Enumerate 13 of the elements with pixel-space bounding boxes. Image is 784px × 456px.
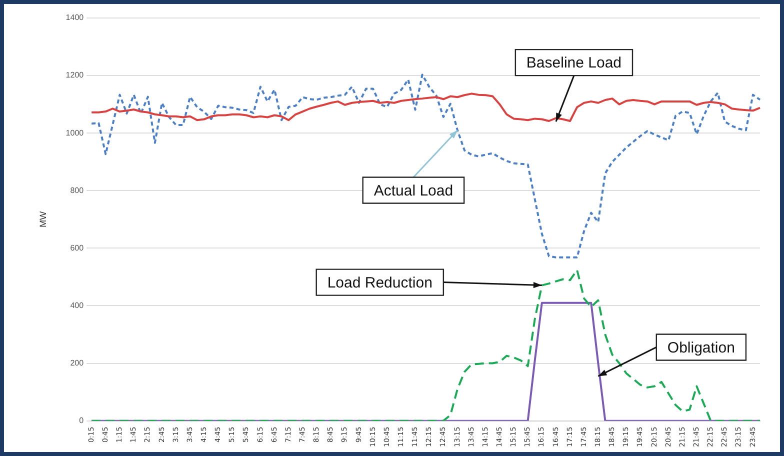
annotation: Load Reduction: [327, 274, 432, 292]
annotation: Baseline Load: [526, 54, 622, 72]
y-tick-label: 1400: [66, 13, 84, 22]
y-axis-title: MW: [38, 210, 48, 228]
y-tick-label: 1200: [66, 70, 84, 80]
annotation: Actual Load: [374, 182, 454, 200]
y-tick-label: 200: [70, 358, 84, 368]
y-tick-label: 600: [70, 243, 84, 252]
y-tick-label: 400: [70, 300, 84, 310]
y-tick-label: 1000: [66, 128, 84, 138]
y-tick-label: 0: [79, 416, 84, 426]
annotation: Obligation: [667, 339, 735, 356]
y-tick-label: 800: [70, 186, 84, 195]
